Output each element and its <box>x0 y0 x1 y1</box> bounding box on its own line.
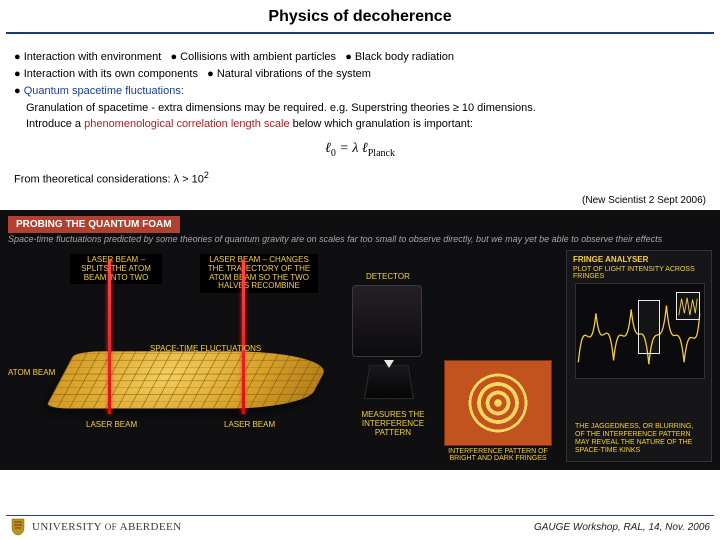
bullet-2a: ● Interaction with its own components <box>14 68 198 80</box>
zoom-inset-box <box>676 292 700 320</box>
diagram-banner: PROBING THE QUANTUM FOAM <box>8 216 180 233</box>
footer: UNIVERSITY OF ABERDEEN GAUGE Workshop, R… <box>0 512 720 540</box>
atom-beam-label: ATOM BEAM <box>8 368 55 377</box>
fringe-plot <box>575 283 705 379</box>
arrow-down-icon <box>384 360 394 368</box>
bullet-line-3: ● Quantum spacetime fluctuations: <box>14 84 706 99</box>
bullet-5a: Introduce a <box>26 118 84 130</box>
bullet-5b: phenomenological correlation length scal… <box>84 118 289 130</box>
bullet-1a: ● Interaction with environment <box>14 51 161 63</box>
zoom-main-box <box>638 300 660 354</box>
interference-panel <box>444 360 552 446</box>
laser-base-label-1: LASER BEAM <box>86 420 137 429</box>
after-eq-text: From theoretical considerations: λ > 10 <box>14 173 204 185</box>
diagram-subhead: Space-time fluctuations predicted by som… <box>8 234 712 244</box>
fringe-subtitle: PLOT OF LIGHT INTENSITY ACROSS FRINGES <box>567 266 711 282</box>
footer-workshop: GAUGE Workshop <box>534 522 618 533</box>
interference-rings <box>463 371 533 435</box>
crest-icon <box>10 518 26 536</box>
bullet-line-2: ● Interaction with its own components ● … <box>14 67 706 82</box>
footer-right: GAUGE Workshop, RAL, 14, Nov. 2006 <box>534 522 710 533</box>
laser-base-label-2: LASER BEAM <box>224 420 275 429</box>
page-title: Physics of decoherence <box>0 0 720 32</box>
zoom-inset-curve <box>679 298 697 315</box>
bullet-3-emph: Quantum spacetime fluctuations: <box>24 85 184 97</box>
university-name: UNIVERSITY OF ABERDEEN <box>32 521 181 533</box>
bullet-5c: below which granulation is important: <box>290 118 473 130</box>
eq-rhs: λ ℓ <box>352 141 367 156</box>
bullet-1b: ● Collisions with ambient particles <box>170 51 336 63</box>
laser1-label: LASER BEAM – SPLITS THE ATOM BEAM INTO T… <box>70 254 162 284</box>
equation: ℓ0 = λ ℓPlanck <box>14 134 706 164</box>
laser-beam-1 <box>108 260 111 414</box>
content-block: ● Interaction with environment ● Collisi… <box>0 34 720 193</box>
footer-rest: , RAL, 14, Nov. 2006 <box>618 522 710 533</box>
detector-box <box>352 285 422 357</box>
eq-rhs-sub: Planck <box>368 148 395 159</box>
bullet-2b: ● Natural vibrations of the system <box>207 68 371 80</box>
bullet-line-1: ● Interaction with environment ● Collisi… <box>14 50 706 65</box>
fringe-title: FRINGE ANALYSER <box>567 251 711 266</box>
fringe-analyser: FRINGE ANALYSER PLOT OF LIGHT INTENSITY … <box>566 250 712 462</box>
bullet-line-4: Granulation of spacetime - extra dimensi… <box>26 101 706 116</box>
university-branding: UNIVERSITY OF ABERDEEN <box>10 518 181 536</box>
eq-op: = <box>336 141 352 156</box>
laser-beam-2 <box>242 260 245 414</box>
citation: (New Scientist 2 Sept 2006) <box>0 193 720 210</box>
fringe-note: THE JAGGEDNESS, OR BLURRING, OF THE INTE… <box>575 423 703 455</box>
bullet-line-5: Introduce a phenomenological correlation… <box>26 117 706 132</box>
after-equation: From theoretical considerations: λ > 102 <box>14 169 706 188</box>
spacetime-surface <box>45 351 335 408</box>
bullet-1c: ● Black body radiation <box>345 51 454 63</box>
zoom-inset-svg <box>677 293 699 319</box>
quantum-foam-diagram: PROBING THE QUANTUM FOAM Space-time fluc… <box>0 210 720 470</box>
interference-caption: INTERFERENCE PATTERN OF BRIGHT AND DARK … <box>444 448 552 462</box>
measures-label: MEASURES THE INTERFERENCE PATTERN <box>354 410 432 437</box>
spacetime-fluct-label: SPACE-TIME FLUCTUATIONS <box>150 344 261 353</box>
detector-label: DETECTOR <box>366 272 410 281</box>
after-eq-exp: 2 <box>204 170 209 180</box>
bullet-3-lead: ● <box>14 85 24 97</box>
laser2-label: LASER BEAM – CHANGES THE TRAJECTORY OF T… <box>200 254 318 293</box>
